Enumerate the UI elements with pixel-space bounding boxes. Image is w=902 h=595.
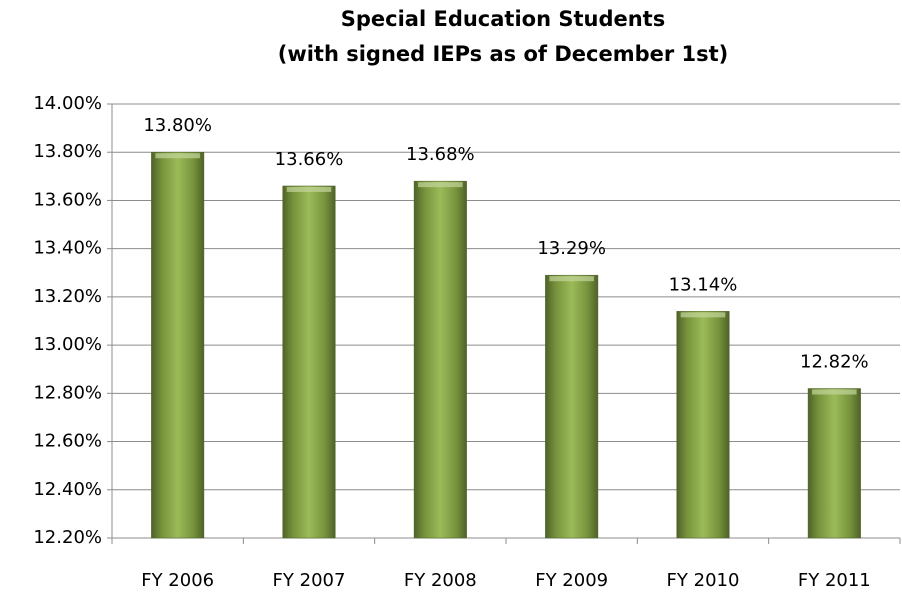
- bar-highlight: [286, 186, 332, 192]
- y-tick-label: 12.60%: [33, 431, 102, 452]
- x-tick-label: FY 2008: [404, 570, 477, 591]
- y-tick-label: 13.80%: [33, 141, 102, 162]
- x-tick-label: FY 2011: [798, 570, 871, 591]
- bar: [413, 180, 467, 539]
- bar-highlight: [418, 182, 463, 188]
- data-label: 13.14%: [669, 274, 738, 295]
- chart-subtitle: (with signed IEPs as of December 1st): [278, 42, 729, 66]
- x-tick-label: FY 2010: [667, 570, 740, 591]
- bar-highlight: [812, 389, 857, 395]
- y-tick-label: 13.40%: [33, 238, 102, 259]
- data-label: 13.66%: [275, 149, 344, 170]
- data-label: 13.80%: [143, 115, 212, 136]
- y-tick-label: 12.20%: [33, 527, 102, 548]
- data-label: 13.68%: [406, 144, 475, 165]
- chart-title: Special Education Students: [341, 7, 665, 31]
- x-tick-label: FY 2006: [141, 570, 214, 591]
- bar: [545, 274, 599, 539]
- y-tick-label: 13.00%: [33, 334, 102, 355]
- data-label: 13.29%: [537, 238, 606, 259]
- x-tick-label: FY 2007: [273, 570, 346, 591]
- data-label: 12.82%: [800, 352, 869, 373]
- bar: [282, 185, 336, 539]
- y-tick-label: 13.20%: [33, 286, 102, 307]
- bar: [151, 151, 205, 539]
- x-tick-label: FY 2009: [535, 570, 608, 591]
- y-tick-label: 14.00%: [33, 93, 102, 114]
- y-tick-label: 12.40%: [33, 479, 102, 500]
- y-tick-label: 13.60%: [33, 189, 102, 210]
- y-tick-label: 12.80%: [33, 382, 102, 403]
- bar: [676, 311, 730, 539]
- bar: [807, 388, 861, 539]
- bar-highlight: [680, 312, 726, 318]
- bar-highlight: [155, 153, 200, 159]
- bar-highlight: [549, 276, 594, 282]
